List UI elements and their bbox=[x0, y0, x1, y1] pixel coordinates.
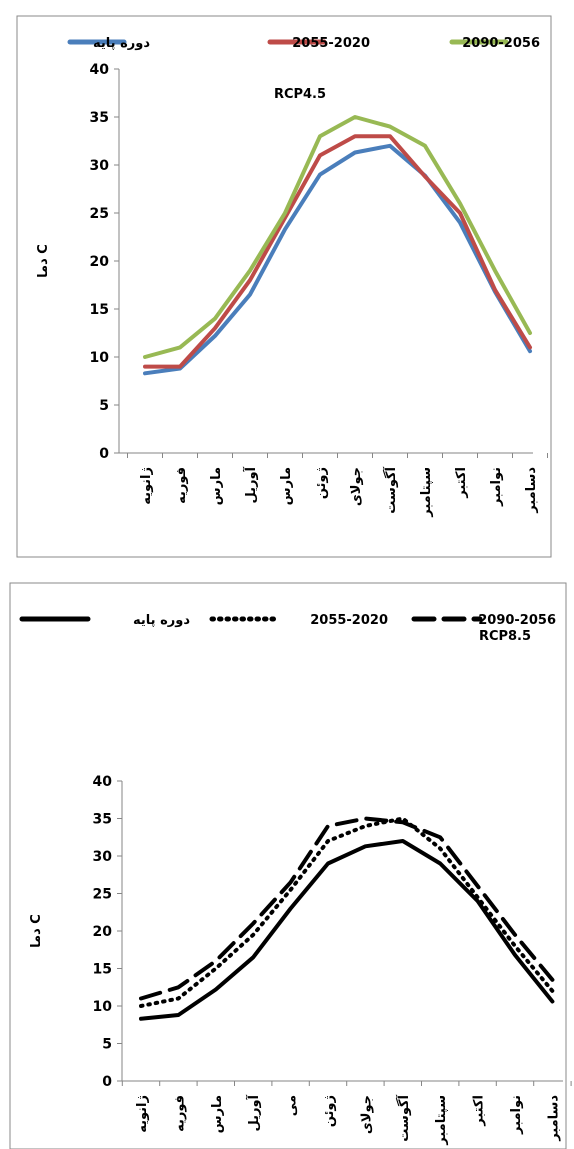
y-tick-label: 10 bbox=[90, 350, 110, 366]
legend-label-3: 2090-2056 bbox=[478, 613, 556, 628]
x-tick-label: سپتامبر bbox=[434, 1095, 449, 1146]
series-line-3 bbox=[143, 115, 532, 359]
chart-frame bbox=[16, 15, 552, 558]
x-tick-label: جولای bbox=[359, 1095, 374, 1134]
x-tick-label: مارس bbox=[210, 1095, 225, 1133]
x-tick-label: نوامبر bbox=[509, 1095, 524, 1135]
x-tick-label: مارس bbox=[279, 467, 294, 505]
series-line-2 bbox=[143, 134, 532, 369]
x-tick-label: نوامبر bbox=[489, 467, 504, 507]
x-tick-label: آگوست bbox=[382, 466, 399, 513]
y-axis-label: دما C bbox=[29, 914, 44, 948]
legend-label-3: 2090-2056 bbox=[462, 36, 540, 51]
y-tick-label: 35 bbox=[90, 110, 109, 126]
y-tick-label: 5 bbox=[99, 398, 109, 414]
series-line-1 bbox=[143, 143, 532, 376]
legend-label-2: 2055-2020 bbox=[292, 36, 370, 51]
x-tick-label: آگوست bbox=[395, 1094, 412, 1141]
y-tick-label: 40 bbox=[90, 62, 110, 78]
x-tick-label: ژوئن bbox=[322, 1095, 337, 1127]
y-tick-label: 20 bbox=[93, 924, 113, 940]
y-tick-label: 30 bbox=[90, 158, 110, 174]
series-line-2 bbox=[139, 816, 555, 1008]
x-tick-label: اکتبر bbox=[454, 467, 469, 499]
x-tick-label: جولای bbox=[349, 467, 364, 506]
chart-annotation: RCP8.5 bbox=[479, 629, 531, 644]
y-tick-label: 15 bbox=[93, 962, 112, 978]
x-tick-label: دسامبر bbox=[546, 1095, 561, 1142]
x-tick-label: ژانویه bbox=[139, 467, 154, 505]
legend-label-1: دوره پایه bbox=[133, 613, 190, 628]
y-tick-label: 25 bbox=[93, 887, 112, 903]
y-tick-label: 35 bbox=[93, 812, 112, 828]
series-line-3 bbox=[139, 816, 555, 1001]
chart-1: 0 5 10 15 20 25 30 35 40 ژانویه فوریه مارس آوریل مارس… bbox=[16, 15, 552, 558]
x-tick-label: می bbox=[285, 1095, 300, 1116]
x-tick-label: اکتبر bbox=[472, 1095, 487, 1127]
y-tick-label: 0 bbox=[102, 1074, 112, 1090]
y-tick-label: 5 bbox=[102, 1037, 112, 1053]
chart-frame bbox=[9, 582, 567, 1149]
y-axis-label: دما C bbox=[36, 244, 51, 278]
chart-annotation: RCP4.5 bbox=[274, 87, 326, 102]
y-tick-label: 15 bbox=[90, 302, 109, 318]
y-tick-label: 25 bbox=[90, 206, 109, 222]
x-tick-label: آوریل bbox=[245, 1094, 262, 1131]
x-tick-label: ژانویه bbox=[135, 1095, 150, 1133]
y-tick-label: 0 bbox=[99, 446, 109, 462]
y-tick-label: 40 bbox=[93, 774, 113, 790]
x-tick-label: ژوئن bbox=[314, 467, 329, 499]
x-tick-label: آوریل bbox=[242, 466, 259, 503]
series-line-1 bbox=[139, 839, 555, 1021]
chart-2: 0 5 10 15 20 25 30 35 40 ژانویه فوریه مارس آوریل می ژو… bbox=[9, 582, 572, 1149]
x-tick-label: فوریه bbox=[174, 467, 189, 504]
legend-label-2: 2055-2020 bbox=[310, 613, 388, 628]
y-tick-label: 30 bbox=[93, 849, 113, 865]
x-tick-label: سپتامبر bbox=[419, 467, 434, 518]
x-tick-label: مارس bbox=[209, 467, 224, 505]
x-tick-label: فوریه bbox=[172, 1095, 187, 1132]
y-tick-label: 10 bbox=[93, 999, 113, 1015]
legend: دوره پایه 2055-2020 2090-2056 bbox=[67, 36, 540, 51]
legend: دوره پایه 2055-2020 2090-2056 bbox=[19, 613, 556, 628]
y-tick-label: 20 bbox=[90, 254, 110, 270]
legend-label-1: دوره پایه bbox=[93, 36, 150, 51]
x-tick-label: دسامبر bbox=[524, 467, 539, 514]
